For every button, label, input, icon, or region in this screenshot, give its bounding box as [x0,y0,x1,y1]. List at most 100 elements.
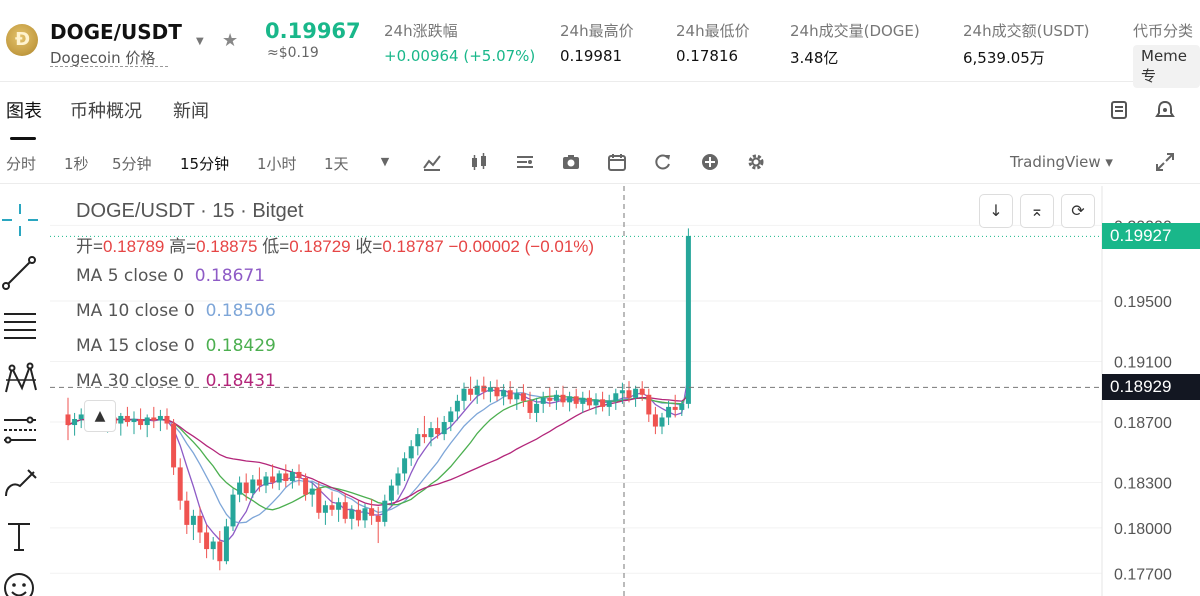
text-tool-icon[interactable] [0,516,44,560]
candle-body [481,385,487,392]
tab-news[interactable]: 新闻 [173,101,209,122]
price-tick-label: 0.17700 [1114,566,1172,583]
candle-body [679,403,685,410]
favorite-star-icon[interactable]: ★ [222,30,239,51]
fibonacci-tool-icon[interactable] [0,410,44,454]
candle-body [415,434,421,447]
candle-body [283,473,289,482]
candle-body [124,415,130,423]
candle-body [263,476,269,486]
candle-body [580,397,586,404]
interval-timeline[interactable]: 分时 [6,155,37,173]
candle-body [171,423,177,468]
candle-body [157,415,163,421]
stat-value: 6,539.05万 [963,49,1045,67]
collapse-chevron-icon[interactable]: ⌅ [1020,194,1054,228]
ma-label: MA 15 close 0 [76,336,195,356]
interval-1s[interactable]: 1秒 [64,155,89,173]
crosshair-price-label: 0.18929 [1102,374,1200,401]
horizontal-lines-tool-icon[interactable] [0,304,44,348]
price-tick-label: 0.18000 [1114,521,1172,538]
emoji-tool-icon[interactable] [0,568,44,596]
add-indicator-icon[interactable] [700,152,720,172]
interval-1d[interactable]: 1天 [324,155,349,173]
low-value: 0.18729 [289,237,351,256]
candle-body [454,400,460,412]
stat-24h-change: 24h涨跌幅 +0.00964 (+5.07%) [384,20,535,65]
candle-body [243,482,249,494]
candle-body [322,505,328,513]
ma-label: MA 10 close 0 [76,301,195,321]
reset-view-icon[interactable]: ⟳ [1061,194,1095,228]
candle-body [659,417,665,427]
candle-body [461,388,467,401]
stat-value: 0.17816 [676,47,739,65]
screenshot-camera-icon[interactable] [561,152,581,172]
ma-line [67,392,689,511]
calendar-icon[interactable] [607,152,627,172]
pair-title[interactable]: DOGE/USDT [50,20,182,44]
candle-body [197,515,203,533]
candle-body [408,446,414,459]
interval-15m[interactable]: 15分钟 [180,155,230,173]
candle-body [177,467,183,501]
gear-icon[interactable] [746,152,766,172]
price-tick-label: 0.18700 [1114,415,1172,432]
chart-settings-list-icon[interactable] [515,152,535,172]
candle-body [593,399,599,406]
brush-tool-icon[interactable] [0,462,44,506]
ma-value: 0.18431 [205,371,276,391]
candle-body [223,526,229,562]
candle-body [230,494,236,527]
stat-label: 24h最高价 [560,22,634,40]
candle-body [646,394,652,415]
tab-coin-overview[interactable]: 币种概况 [70,101,142,122]
stat-label: 代币分类 [1133,22,1194,40]
stat-value: +0.00964 (+5.07%) [384,47,536,65]
ma5-legend[interactable]: MA 5 close 0 0.18671 [76,266,265,286]
indicators-icon[interactable] [422,152,442,172]
interval-1h[interactable]: 1小时 [257,155,297,173]
interval-5m[interactable]: 5分钟 [112,155,152,173]
chart-canvas[interactable]: 0.200000.195000.191000.187000.183000.180… [50,186,1200,596]
ma15-legend[interactable]: MA 15 close 0 0.18429 [76,336,276,356]
crosshair-tool-icon[interactable] [0,200,44,244]
ma10-legend[interactable]: MA 10 close 0 0.18506 [76,301,276,321]
trend-line-tool-icon[interactable] [0,252,44,296]
candle-body [388,485,394,501]
tab-chart[interactable]: 图表 [6,101,42,122]
stat-token-category: 代币分类 Meme 专 [1133,20,1200,88]
refresh-icon[interactable] [653,152,673,172]
orderbook-icon[interactable] [1108,99,1130,126]
more-intervals-chevron-icon[interactable]: ▼ [380,155,390,168]
stat-24h-turnover: 24h成交额(USDT) 6,539.05万 [963,20,1090,68]
stat-24h-low: 24h最低价 0.17816 [676,20,750,65]
stat-24h-high: 24h最高价 0.19981 [560,20,634,65]
candle-body [553,394,559,401]
pair-dropdown-icon[interactable]: ▼ [196,36,204,47]
candle-body [468,388,474,395]
candlestick-chart[interactable]: 0.200000.195000.191000.187000.183000.180… [50,186,1200,596]
candle-body [256,479,262,486]
candle-type-icon[interactable] [469,152,489,172]
high-label: 高= [169,237,197,256]
coin-name-link[interactable]: Dogecoin 价格 [50,49,156,67]
scroll-to-latest-arrow-down-icon[interactable]: ↓ [979,194,1013,228]
candle-body [501,390,507,397]
candle-body [547,397,553,401]
pattern-tool-icon[interactable] [0,358,44,402]
category-tag[interactable]: Meme 专 [1133,45,1200,88]
candle-body [487,387,493,392]
chart-engine-dropdown[interactable]: TradingView ▾ [1010,153,1113,171]
candle-body [151,417,157,421]
ma-label: MA 5 close 0 [76,266,184,286]
candle-body [672,406,678,410]
ma30-legend[interactable]: MA 30 close 0 0.18431 [76,371,276,391]
stat-label: 24h涨跌幅 [384,22,458,40]
fullscreen-expand-icon[interactable] [1155,152,1175,172]
price-tick-label: 0.19100 [1114,354,1172,371]
collapse-legend-chevron-up-icon[interactable]: ▲ [84,400,116,432]
candle-body [540,397,546,404]
price-alert-icon[interactable] [1154,99,1176,126]
candle-body [72,418,78,426]
